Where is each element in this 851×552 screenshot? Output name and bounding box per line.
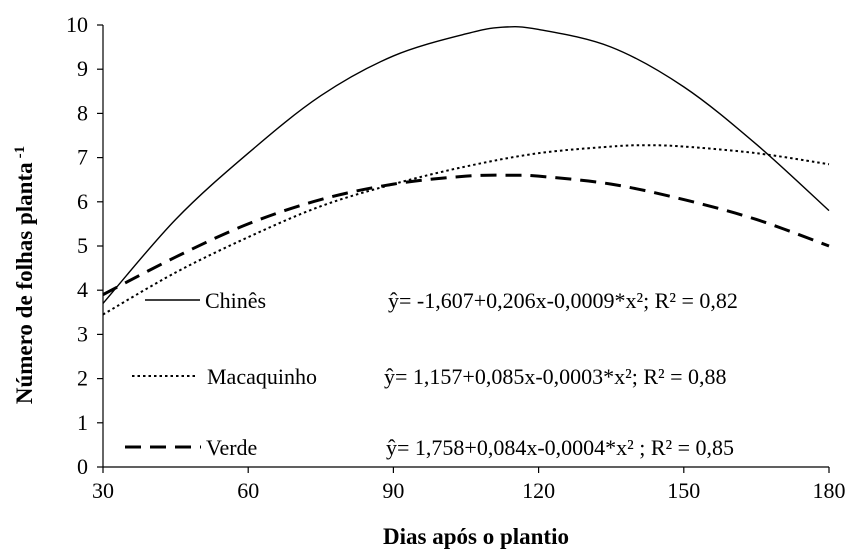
y-tick-label: 0 [77, 454, 88, 479]
x-tick-label: 30 [92, 478, 114, 503]
legend-label: Verde [206, 435, 257, 460]
y-axis-title-group: Número de folhas planta -1 [12, 146, 37, 404]
regression-equation: ŷ= -1,607+0,206x-0,0009*x²; R² = 0,82 [388, 288, 738, 313]
legend: Chinês ŷ= -1,607+0,206x-0,0009*x²; R² = 0… [125, 288, 738, 460]
y-tick-label: 8 [77, 100, 88, 125]
legend-label: Macaquinho [207, 364, 317, 389]
regression-equation: ŷ= 1,157+0,085x-0,0003*x²; R² = 0,88 [384, 364, 727, 389]
svg-text:Número de folhas planta-1: Número de folhas planta -1 [12, 146, 37, 404]
x-tick-label: 90 [382, 478, 404, 503]
y-axis-title-superscript: -1 [12, 146, 28, 159]
y-tick-label: 6 [77, 189, 88, 214]
series-line-macaquinho [102, 144, 830, 316]
y-tick-label: 3 [77, 321, 88, 346]
y-tick-label: 10 [66, 12, 88, 37]
regression-equation: ŷ= 1,758+0,084x-0,0004*x² ; R² = 0,85 [386, 435, 734, 460]
x-tick-label: 60 [237, 478, 259, 503]
y-axis-title: Número de folhas planta [12, 162, 37, 404]
series-layer [102, 26, 830, 316]
y-tick-label: 4 [77, 277, 88, 302]
y-axis-ticks: 0 1 2 3 4 5 6 7 8 9 10 [66, 12, 103, 479]
x-tick-label: 180 [813, 478, 846, 503]
y-tick-label: 5 [77, 233, 88, 258]
x-axis-ticks: 30 60 90 120 150 180 [92, 467, 846, 503]
x-tick-label: 150 [667, 478, 700, 503]
legend-label: Chinês [205, 288, 266, 313]
series-line-verde [102, 173, 830, 296]
y-tick-label: 1 [77, 410, 88, 435]
axes [102, 25, 829, 468]
series-line-chin-s [102, 26, 830, 304]
x-axis-title: Dias após o plantio [383, 524, 569, 549]
y-tick-label: 7 [77, 145, 88, 170]
y-tick-label: 2 [77, 366, 88, 391]
y-tick-label: 9 [77, 56, 88, 81]
x-tick-label: 120 [522, 478, 555, 503]
